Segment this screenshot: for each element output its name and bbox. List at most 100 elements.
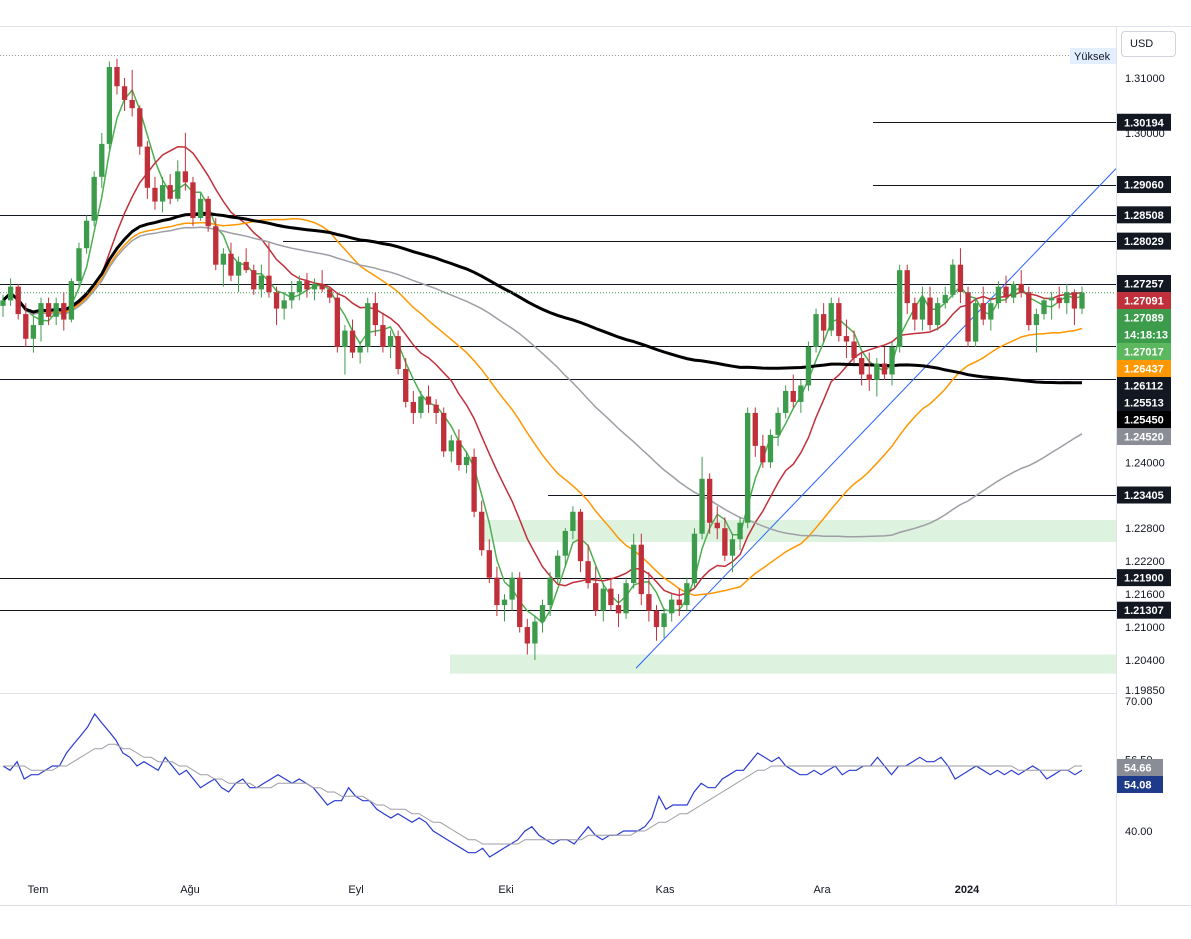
price-tick-label: 1.22200: [1125, 556, 1165, 568]
horizontal-levels: [0, 122, 1116, 611]
candle-body: [365, 303, 371, 348]
price-badge-value: 14:18:13: [1124, 330, 1168, 342]
candle: [912, 297, 918, 331]
candle: [942, 286, 948, 309]
candle-body: [752, 412, 758, 446]
candle: [805, 341, 812, 391]
candle-body: [555, 555, 561, 578]
candle: [631, 533, 637, 589]
candle: [775, 407, 781, 446]
candle-body: [68, 281, 75, 320]
candle-body: [881, 363, 888, 375]
candle: [106, 61, 113, 150]
candle: [433, 399, 439, 424]
candle: [707, 473, 713, 534]
candle: [889, 341, 895, 386]
candle: [600, 583, 606, 622]
candle-body: [1018, 283, 1024, 293]
price-badge: 1.30194: [1117, 113, 1171, 131]
candle-body: [273, 292, 280, 309]
price-tick-label: 1.21000: [1125, 622, 1165, 634]
candle: [53, 297, 59, 326]
candle: [365, 297, 371, 353]
candle-body: [220, 253, 227, 265]
candle-body: [403, 369, 409, 402]
candle-body: [395, 336, 401, 369]
candle: [661, 607, 667, 639]
candle-body: [53, 303, 59, 317]
candle-body: [296, 281, 303, 293]
candle: [152, 176, 158, 210]
candle-body: [501, 599, 508, 606]
time-tick-label: Ara: [813, 884, 831, 896]
currency-button[interactable]: USD: [1121, 31, 1176, 57]
candle-body: [805, 347, 812, 386]
candle: [91, 171, 97, 227]
candle-body: [972, 303, 979, 342]
price-badge-bg: [1117, 569, 1171, 587]
candle: [684, 577, 690, 611]
candle: [965, 286, 971, 348]
candle: [144, 141, 151, 199]
candle: [532, 616, 538, 660]
candle-body: [593, 583, 599, 611]
candle-body: [509, 577, 515, 600]
price-badge-bg: [1117, 360, 1171, 378]
price-badge-bg: [1117, 176, 1171, 194]
price-badge-bg: [1117, 411, 1171, 429]
candle-body: [121, 86, 128, 100]
candle-body: [1041, 300, 1047, 315]
candle: [296, 275, 303, 301]
candle-body: [745, 412, 751, 523]
candle-body: [372, 303, 378, 326]
candle: [486, 539, 492, 584]
candle-body: [349, 330, 356, 353]
candle-body: [737, 522, 743, 540]
candle: [213, 218, 219, 271]
candle-body: [76, 248, 82, 282]
price-tick-label: 1.24000: [1125, 457, 1165, 469]
candle: [836, 297, 842, 342]
candle: [813, 308, 819, 353]
candle: [342, 325, 348, 375]
candle-body: [820, 314, 827, 331]
candle: [463, 451, 470, 474]
candle: [327, 286, 333, 304]
time-axis: Tem Ağu Eyl Eki Kas Ara 2024: [28, 884, 981, 896]
candle: [828, 297, 834, 337]
candle: [790, 374, 796, 408]
candle: [608, 577, 614, 611]
candle-body: [843, 336, 850, 342]
candle-body: [919, 297, 926, 320]
price-badge: 1.25450: [1117, 411, 1171, 429]
candle-body: [357, 347, 363, 353]
price-badge: 1.29060: [1117, 176, 1171, 194]
candle-body: [463, 456, 470, 466]
candle: [669, 594, 675, 622]
candle-body: [0, 300, 6, 306]
candle-body: [874, 363, 880, 380]
candle: [182, 132, 189, 191]
candle: [517, 572, 523, 633]
candle-body: [615, 605, 622, 614]
candle-body: [988, 303, 994, 320]
candle: [205, 196, 211, 232]
candle: [767, 429, 774, 468]
time-tick-label: Eyl: [348, 884, 363, 896]
price-badge-bg: [1117, 309, 1171, 327]
candle-body: [676, 599, 682, 606]
candle-body: [896, 270, 903, 348]
candle: [190, 176, 196, 227]
candle-body: [1010, 283, 1017, 298]
sma-line: [2, 218, 1083, 597]
candle: [737, 517, 743, 551]
demand-zones: [450, 519, 1116, 674]
sma-line: [2, 226, 1083, 538]
candle-body: [380, 325, 386, 348]
candle-body: [137, 108, 143, 147]
price-badge-value: 1.29060: [1124, 180, 1164, 192]
candle-body: [1064, 292, 1070, 304]
candle-body: [851, 341, 857, 359]
candle-body: [410, 401, 416, 413]
candle: [547, 572, 553, 617]
